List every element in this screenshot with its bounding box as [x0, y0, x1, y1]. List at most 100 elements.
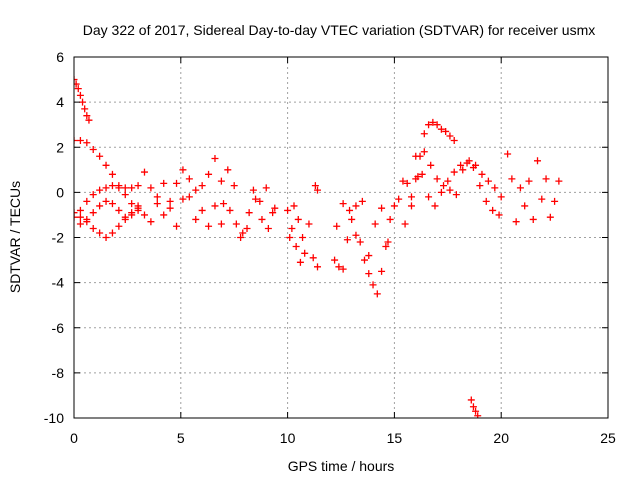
x-axis-label: GPS time / hours	[288, 458, 395, 474]
data-point	[482, 197, 490, 205]
data-point	[339, 265, 347, 273]
data-point	[382, 243, 390, 251]
series-arc-n	[386, 118, 458, 223]
data-point	[495, 211, 503, 219]
data-point	[173, 222, 181, 230]
data-point	[220, 200, 228, 208]
data-point	[185, 193, 193, 201]
series-arc-h	[220, 195, 279, 237]
data-point	[429, 118, 437, 126]
data-point	[442, 127, 450, 135]
data-point	[76, 136, 84, 144]
data-point	[290, 202, 298, 210]
data-point	[76, 220, 84, 228]
data-point	[192, 186, 200, 194]
data-point	[412, 152, 420, 160]
series-arc-f	[140, 166, 225, 228]
y-tick-label: 0	[56, 184, 64, 200]
data-point	[463, 159, 471, 167]
data-point	[121, 213, 129, 221]
data-point	[484, 177, 492, 185]
y-tick-label: -4	[52, 275, 65, 291]
x-tick-label: 25	[600, 430, 616, 446]
data-point	[115, 222, 123, 230]
x-tick-label: 0	[70, 430, 78, 446]
y-tick-label: -10	[44, 410, 64, 426]
data-point	[256, 197, 264, 205]
data-point	[407, 202, 415, 210]
data-point	[83, 139, 91, 147]
data-point	[271, 204, 279, 212]
data-point	[437, 125, 445, 133]
y-tick-label: 6	[56, 49, 64, 65]
data-point	[239, 229, 247, 237]
data-point	[546, 213, 554, 221]
data-point	[96, 202, 104, 210]
data-point	[89, 209, 97, 217]
data-point	[179, 166, 187, 174]
data-point	[198, 206, 206, 214]
series-arc-d	[74, 202, 142, 241]
data-point	[440, 182, 448, 190]
data-point	[512, 218, 520, 226]
series-arc-j	[284, 206, 322, 271]
data-point	[476, 182, 484, 190]
series-arc-g	[140, 155, 225, 230]
data-point	[433, 175, 441, 183]
data-point	[258, 215, 266, 223]
data-point	[128, 184, 136, 192]
data-point	[360, 256, 368, 264]
data-point	[217, 220, 225, 228]
data-point	[489, 206, 497, 214]
data-point	[245, 209, 253, 217]
data-point	[420, 148, 428, 156]
data-point	[264, 224, 272, 232]
data-point	[115, 184, 123, 192]
data-point	[444, 177, 452, 185]
data-point	[378, 204, 386, 212]
data-point	[89, 224, 97, 232]
data-point	[128, 200, 136, 208]
data-point	[551, 197, 559, 205]
y-axis-label: SDTVAR / TECUs	[7, 181, 23, 293]
data-point	[83, 197, 91, 205]
data-point	[108, 182, 116, 190]
series-arc-p	[412, 152, 503, 219]
data-point	[74, 136, 78, 144]
data-point	[108, 229, 116, 237]
data-point	[534, 157, 542, 165]
data-point	[121, 191, 129, 199]
data-point	[79, 98, 87, 106]
data-point	[96, 186, 104, 194]
data-point	[211, 155, 219, 163]
data-point	[102, 161, 110, 169]
data-point	[314, 186, 322, 194]
data-point	[386, 215, 394, 223]
data-point	[452, 191, 460, 199]
data-point	[516, 184, 524, 192]
data-point	[538, 195, 546, 203]
data-point	[467, 396, 475, 404]
y-tick-label: -8	[52, 365, 65, 381]
series-arc-i	[224, 166, 277, 241]
data-point	[249, 186, 257, 194]
data-point	[252, 195, 260, 203]
data-point	[128, 211, 136, 219]
data-point	[153, 200, 161, 208]
data-point	[134, 182, 142, 190]
data-point	[346, 206, 354, 214]
series-arc-k	[286, 182, 322, 241]
y-tick-label: -6	[52, 320, 65, 336]
data-point	[224, 166, 232, 174]
data-point	[365, 252, 373, 260]
series-arc-o	[401, 148, 505, 228]
data-point	[459, 166, 467, 174]
data-point	[140, 168, 148, 176]
data-point	[365, 270, 373, 278]
data-point	[446, 132, 454, 140]
data-point	[96, 229, 104, 237]
data-point	[232, 220, 240, 228]
data-point	[230, 182, 238, 190]
y-tick-label: -2	[52, 230, 65, 246]
